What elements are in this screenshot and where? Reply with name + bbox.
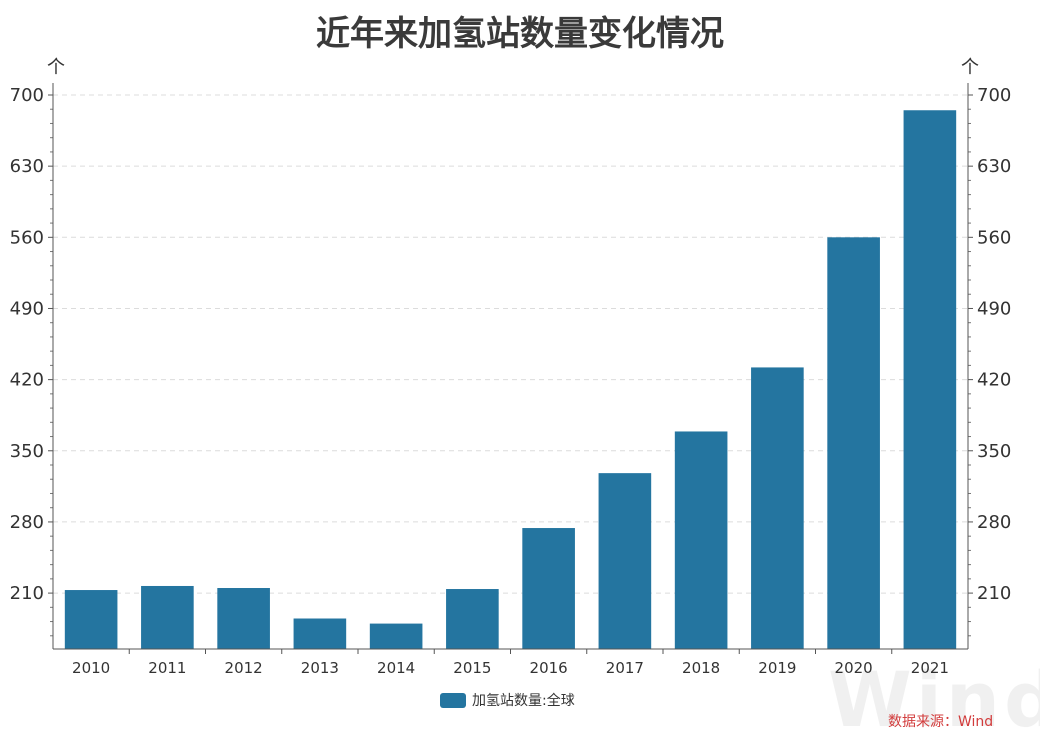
x-tick-label: 2011 [148,659,186,677]
x-tick-label: 2012 [225,659,263,677]
source-note: 数据来源：Wind [888,714,994,730]
bar-2019 [751,367,804,649]
y-tick-label-left: 280 [10,512,44,533]
y-tick-label-right: 280 [977,512,1011,533]
right-axis-unit: 个 [961,57,979,78]
bar-2021 [903,110,957,650]
y-tick-label-left: 700 [10,85,44,106]
bar-2010 [64,590,118,649]
legend-label: 加氢站数量:全球 [472,693,575,709]
x-tick-label: 2015 [453,659,491,677]
x-tick-label: 2013 [301,659,339,677]
bar-2014 [369,623,423,649]
x-tick-label: 2017 [606,659,644,677]
left-axis-unit: 个 [47,57,65,78]
x-tick-label: 2010 [72,659,110,677]
y-tick-label-right: 420 [977,370,1011,391]
x-tick-label: 2020 [835,659,873,677]
y-tick-label-left: 490 [10,298,44,319]
y-tick-label-left: 420 [10,370,44,391]
bar-2011 [141,585,194,649]
x-tick-label: 2016 [530,659,568,677]
y-tick-label-left: 630 [10,156,44,177]
x-tick-label: 2014 [377,659,415,677]
x-tick-label: 2021 [911,659,949,677]
bar-2016 [522,528,575,649]
bar-2017 [598,473,652,649]
watermark: Wind [828,655,1040,744]
y-tick-label-right: 490 [977,298,1011,319]
y-tick-label-right: 350 [977,441,1011,462]
bar-2012 [217,588,270,649]
y-tick-label-left: 210 [10,583,44,604]
bar-2013 [293,618,347,649]
y-tick-label-left: 350 [10,441,44,462]
axes: 210 210 280 280 350 350 420 420 490 490 560 560 630 6… [10,83,1011,677]
y-tick-label-right: 560 [977,227,1011,248]
legend-swatch [440,692,466,708]
legend: 加氢站数量:全球 [440,690,575,710]
y-tick-label-right: 700 [977,85,1011,106]
x-tick-label: 2019 [758,659,796,677]
chart-title: 近年来加氢站数量变化情况 [316,14,724,54]
y-tick-label-right: 210 [977,583,1011,604]
bar-2020 [827,237,880,649]
bars [64,110,957,650]
y-tick-label-left: 560 [10,227,44,248]
bar-2015 [446,589,499,649]
y-tick-label-right: 630 [977,156,1011,177]
x-tick-label: 2018 [682,659,720,677]
bar-2018 [674,431,728,649]
